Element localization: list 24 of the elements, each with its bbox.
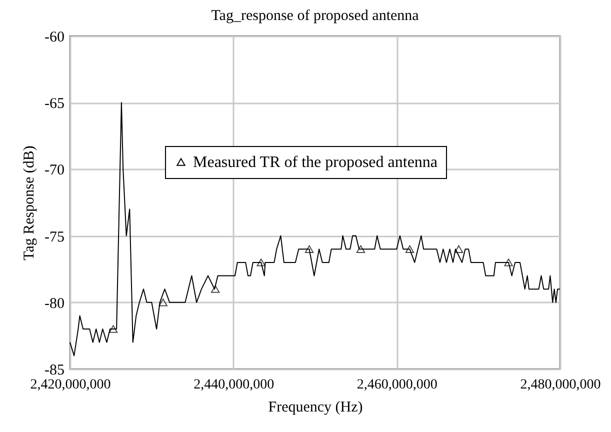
y-tick-label: -80 <box>44 296 64 312</box>
line-series <box>70 102 560 356</box>
point <box>454 245 464 253</box>
y-tick-label: -70 <box>44 162 64 179</box>
y-axis-title: Tag Response (dB) <box>22 146 38 260</box>
x-tick-label: 2,480,000,000 <box>520 378 601 392</box>
x-axis-title: Frequency (Hz) <box>268 400 363 416</box>
point <box>356 245 366 253</box>
y-tick-label: -65 <box>44 96 64 112</box>
chart-title: Tag_response of proposed antenna <box>211 8 420 24</box>
y-tick-label: -75 <box>44 229 64 246</box>
x-tick-label: 2,440,000,000 <box>194 378 274 392</box>
y-tick-label: -85 <box>44 362 64 378</box>
point <box>210 285 220 293</box>
point <box>256 258 266 266</box>
point <box>304 245 314 253</box>
x-tick-label: 2,460,000,000 <box>356 378 438 392</box>
legend-label: Measured TR of the proposed antenna <box>193 154 438 171</box>
y-tick-label: -60 <box>44 30 64 46</box>
point <box>158 298 168 306</box>
x-tick-label: 2,420,000,000 <box>30 378 111 392</box>
point <box>108 325 118 333</box>
point <box>405 245 414 253</box>
point <box>504 258 513 266</box>
